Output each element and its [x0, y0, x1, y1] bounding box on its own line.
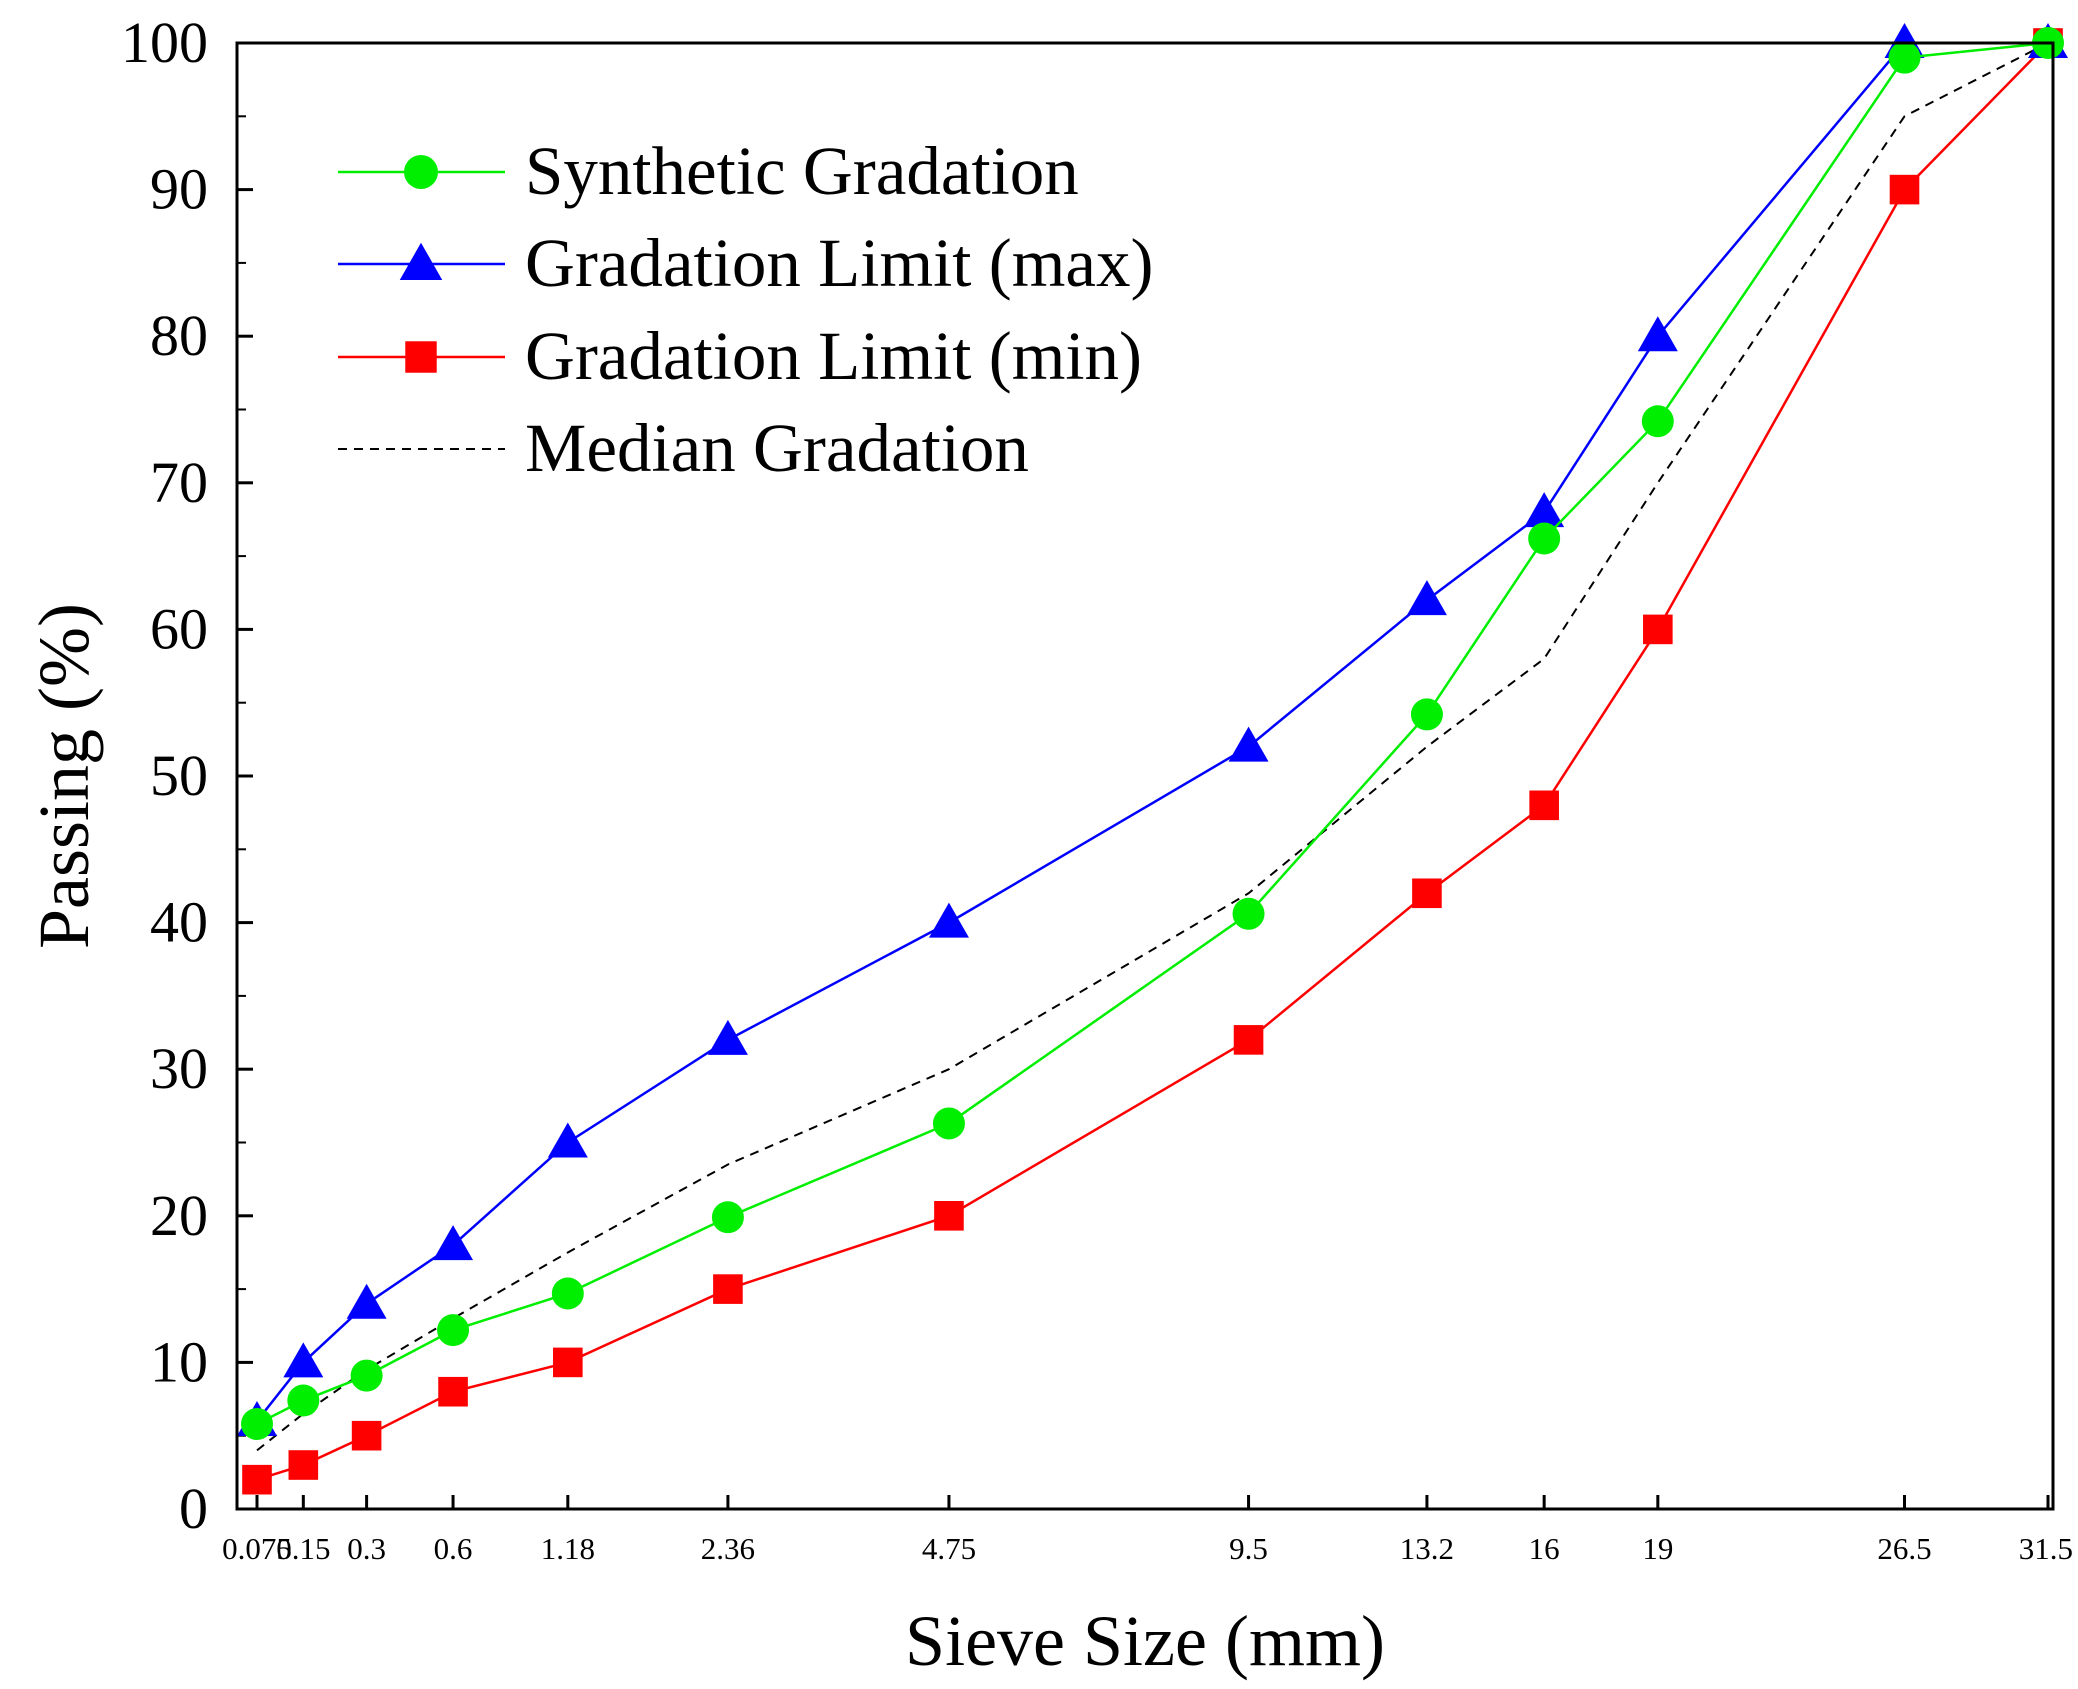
x-tick-label: 0.15 [276, 1531, 330, 1566]
marker-triangle [1524, 492, 1565, 528]
x-tick-label: 26.5 [1877, 1531, 1931, 1566]
y-tick-label: 0 [179, 1476, 208, 1541]
marker-circle [241, 1407, 273, 1440]
legend-item: Gradation Limit (min) [338, 318, 1142, 394]
x-tick-label: 0.3 [347, 1531, 386, 1566]
x-tick-label: 19 [1642, 1531, 1673, 1566]
legend-item: Median Gradation [338, 410, 1029, 486]
legend-label: Gradation Limit (min) [525, 318, 1142, 394]
legend-label: Median Gradation [525, 410, 1029, 486]
marker-square [288, 1450, 319, 1480]
series-synthetic-gradation [241, 27, 2064, 1440]
y-tick-label: 20 [150, 1183, 208, 1248]
marker-square [553, 1347, 583, 1378]
marker-triangle [1637, 316, 1678, 352]
marker-triangle [928, 902, 969, 938]
marker-circle [437, 1314, 470, 1347]
marker-square [438, 1376, 468, 1407]
marker-triangle [1228, 726, 1269, 762]
marker-square [1529, 790, 1559, 821]
x-tick-label: 31.5 [2019, 1531, 2073, 1566]
marker-circle [711, 1201, 744, 1234]
y-tick-label: 100 [121, 10, 208, 75]
marker-triangle [547, 1122, 588, 1158]
marker-triangle [1406, 580, 1447, 616]
y-tick-label: 80 [150, 303, 208, 368]
marker-circle [932, 1107, 965, 1140]
marker-square [934, 1201, 964, 1231]
marker-circle [287, 1384, 320, 1417]
marker-triangle [399, 242, 443, 280]
marker-square [713, 1274, 743, 1304]
marker-triangle [283, 1342, 324, 1378]
marker-circle [1528, 522, 1561, 555]
marker-circle [1888, 41, 1921, 74]
legend-item: Gradation Limit (max) [338, 225, 1153, 301]
marker-square [1233, 1025, 1264, 1055]
marker-circle [551, 1277, 584, 1310]
x-axis-title: Sieve Size (mm) [905, 1601, 1385, 1681]
marker-triangle [433, 1225, 474, 1261]
y-tick-label: 30 [150, 1036, 208, 1101]
x-tick-label: 2.36 [701, 1531, 755, 1566]
x-tick-label: 0.075 [222, 1531, 292, 1566]
marker-triangle [346, 1283, 387, 1319]
legend-label: Gradation Limit (max) [525, 225, 1153, 301]
marker-square [405, 341, 437, 373]
y-tick-label: 70 [150, 450, 208, 515]
y-tick-label: 50 [150, 743, 208, 808]
x-tick-label: 0.6 [434, 1531, 473, 1566]
y-tick-label: 60 [150, 596, 208, 661]
marker-circle [404, 155, 438, 189]
marker-square [1412, 878, 1442, 909]
marker-square [351, 1420, 382, 1451]
marker-triangle [707, 1019, 748, 1055]
marker-circle [1410, 698, 1443, 731]
marker-circle [1641, 405, 1674, 438]
plot-frame [235, 41, 2055, 1511]
series-layer [237, 23, 2068, 1495]
x-tick-label: 13.2 [1400, 1531, 1454, 1566]
marker-circle [1232, 897, 1265, 930]
y-tick-label: 90 [150, 157, 208, 222]
marker-square [1643, 614, 1673, 645]
legend-item: Synthetic Gradation [338, 133, 1079, 209]
y-tick-label: 40 [150, 890, 208, 955]
x-tick-label: 16 [1529, 1531, 1560, 1566]
legend: Synthetic Gradation Gradation Limit (max)… [338, 133, 1153, 486]
x-tick-label: 1.18 [541, 1531, 595, 1566]
legend-label: Synthetic Gradation [525, 133, 1079, 209]
x-tick-label: 9.5 [1229, 1531, 1268, 1566]
marker-square [1889, 174, 1920, 205]
y-axis-title: Passing (%) [24, 603, 104, 949]
x-tick-label: 4.75 [922, 1531, 976, 1566]
marker-circle [350, 1359, 383, 1392]
y-tick-label: 10 [150, 1329, 208, 1394]
marker-square [242, 1464, 272, 1495]
